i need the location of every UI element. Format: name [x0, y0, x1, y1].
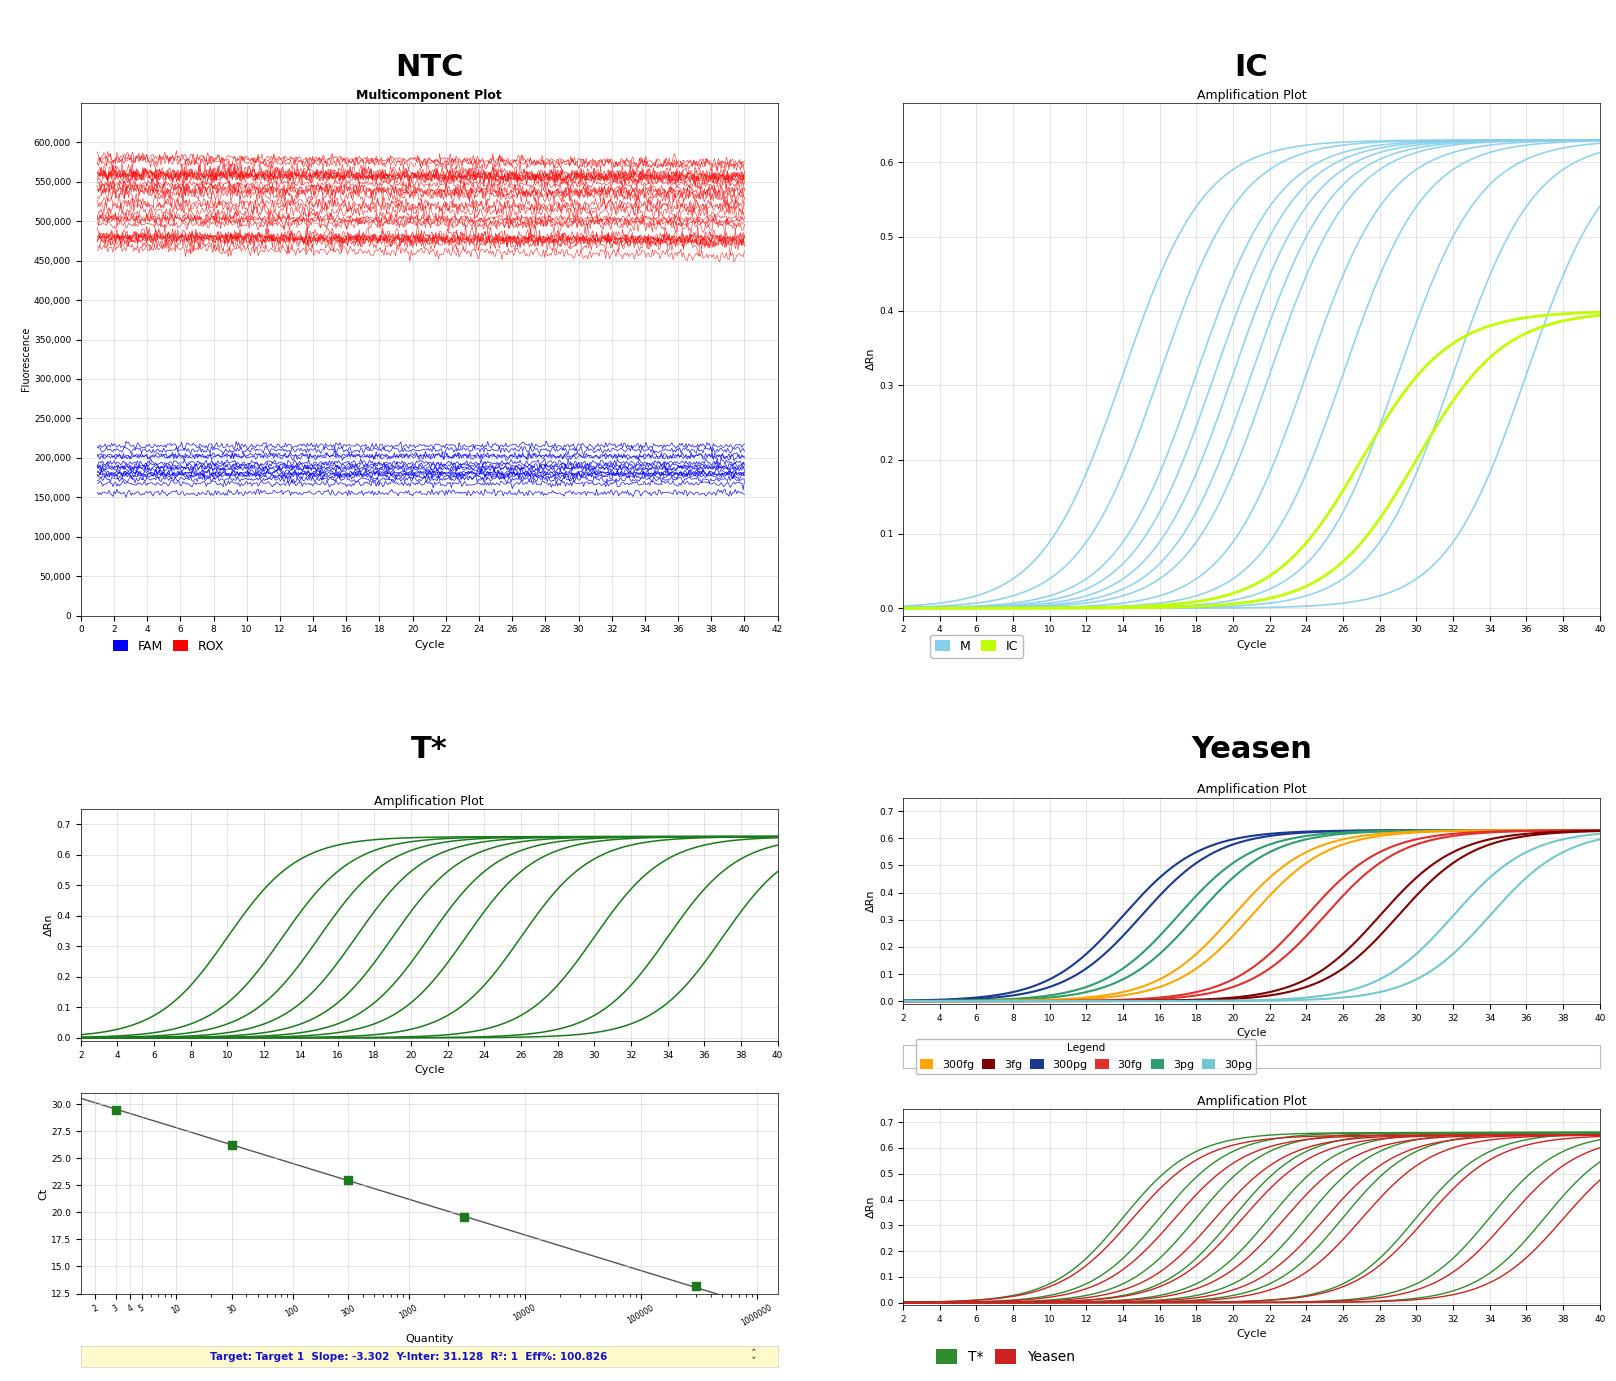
X-axis label: Cycle: Cycle	[1236, 1330, 1267, 1340]
Legend: M, IC: M, IC	[931, 635, 1023, 657]
X-axis label: Cycle: Cycle	[1236, 639, 1267, 650]
X-axis label: Quantity: Quantity	[406, 1334, 454, 1344]
Text: NTC: NTC	[394, 52, 464, 81]
Text: ˄: ˄	[751, 1348, 756, 1359]
Title: Amplification Plot: Amplification Plot	[1196, 88, 1306, 102]
Legend: FAM, ROX: FAM, ROX	[108, 635, 229, 657]
X-axis label: Cycle: Cycle	[414, 1065, 444, 1076]
Legend: 300fg, 3fg, 300pg, 30fg, 3pg, 30pg: 300fg, 3fg, 300pg, 30fg, 3pg, 30pg	[916, 1039, 1256, 1074]
Point	[218, 1134, 244, 1156]
Title: Multicomponent Plot: Multicomponent Plot	[357, 88, 503, 102]
Text: ˅: ˅	[751, 1358, 756, 1367]
Title: Amplification Plot: Amplification Plot	[1196, 1095, 1306, 1108]
Title: Amplification Plot: Amplification Plot	[375, 795, 485, 808]
Text: IC: IC	[1235, 52, 1269, 81]
Text: Yeasen: Yeasen	[1191, 735, 1312, 764]
X-axis label: Cycle: Cycle	[414, 639, 444, 650]
Text: Target: Target 1  Slope: -3.302  Y-Inter: 31.128  R²: 1  Eff%: 100.826: Target: Target 1 Slope: -3.302 Y-Inter: …	[210, 1352, 608, 1362]
Y-axis label: ΔRn: ΔRn	[866, 889, 876, 911]
Y-axis label: Ct: Ct	[39, 1188, 48, 1200]
Point	[335, 1168, 360, 1190]
Point	[103, 1099, 129, 1121]
X-axis label: Cycle: Cycle	[1236, 1027, 1267, 1039]
Point	[451, 1206, 477, 1228]
Y-axis label: ΔRn: ΔRn	[866, 348, 876, 370]
Y-axis label: ΔRn: ΔRn	[44, 914, 53, 936]
Point	[684, 1275, 709, 1297]
Text: T*: T*	[410, 735, 448, 764]
Y-axis label: ΔRn: ΔRn	[866, 1196, 876, 1218]
Legend: T*, Yeasen: T*, Yeasen	[931, 1344, 1081, 1370]
Y-axis label: Fluorescence: Fluorescence	[21, 327, 31, 391]
Title: Amplification Plot: Amplification Plot	[1196, 783, 1306, 797]
